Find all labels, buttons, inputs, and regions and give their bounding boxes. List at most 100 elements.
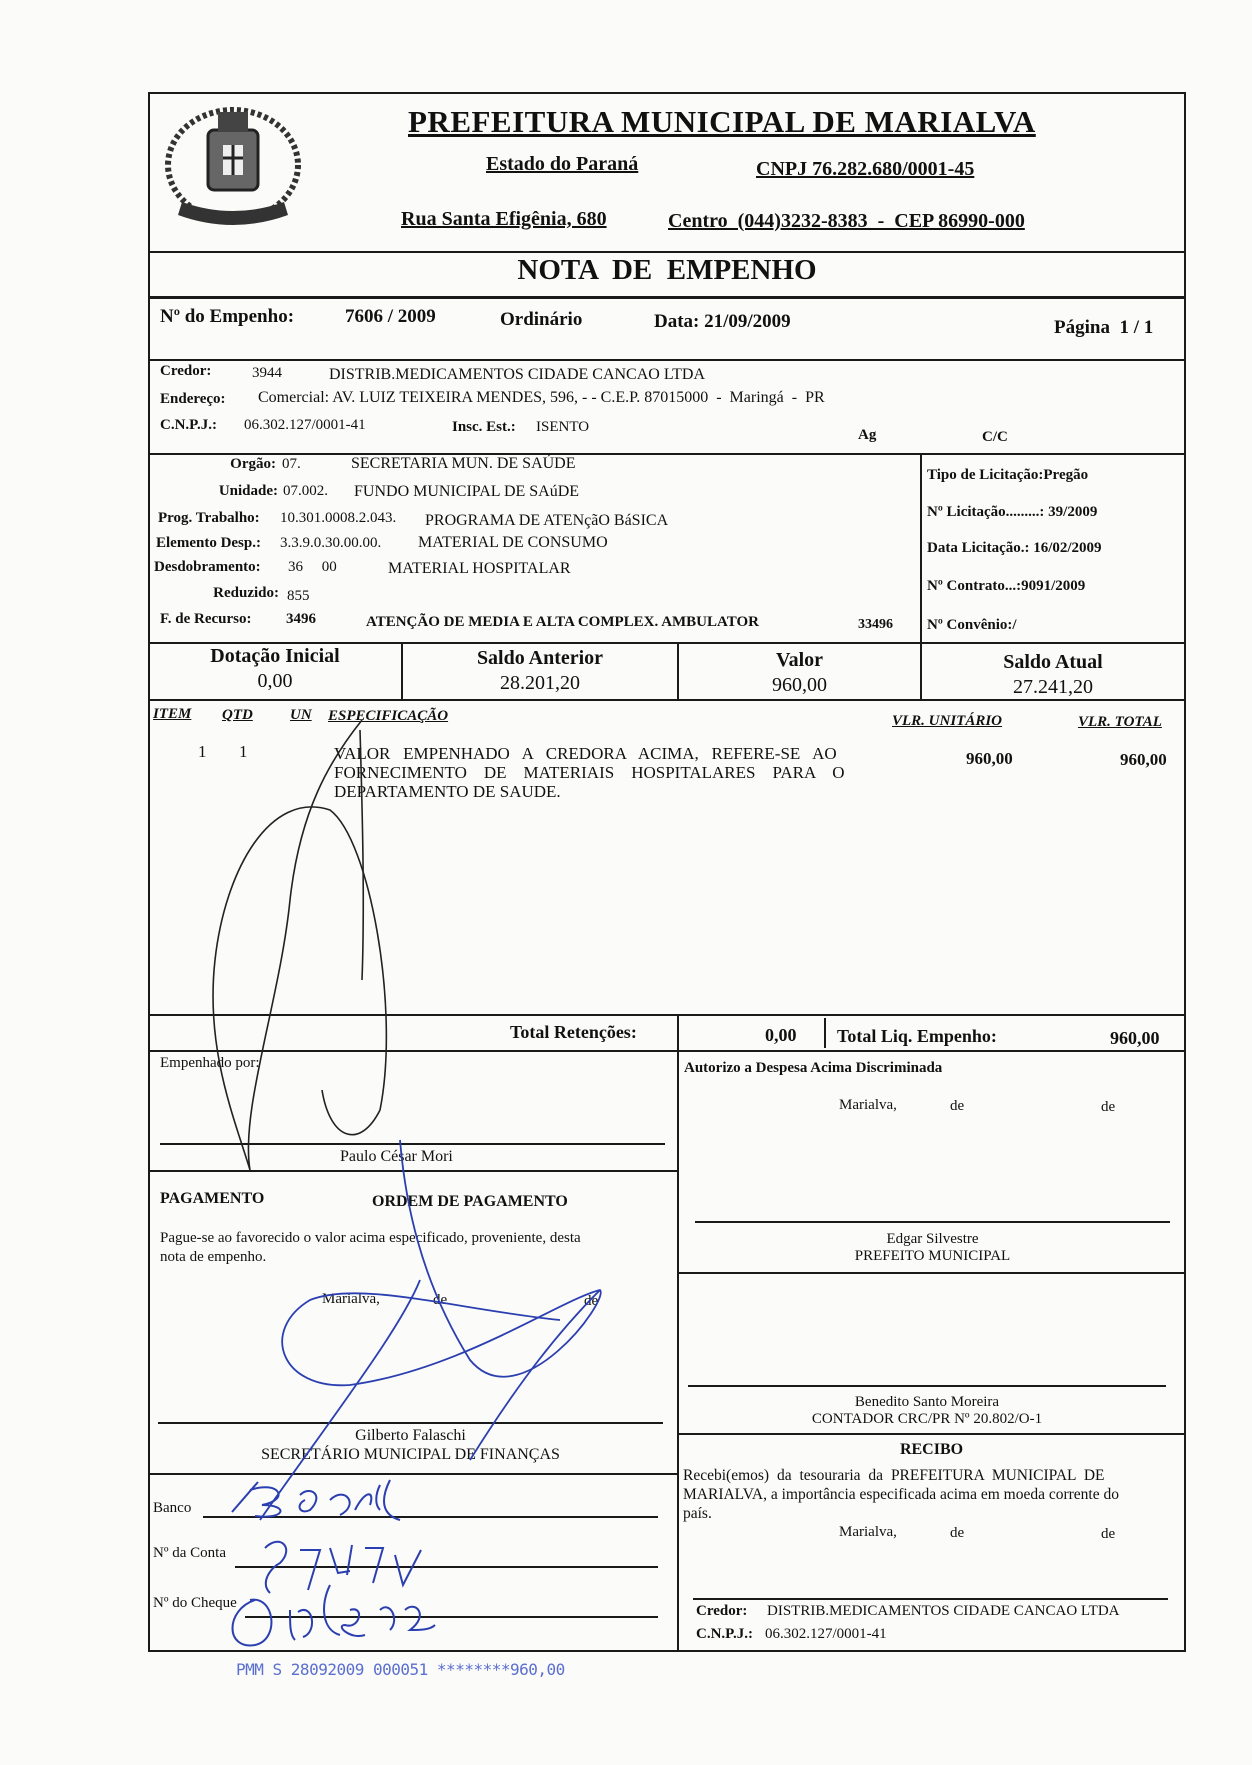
credor-cnpj: 06.302.127/0001-41 (244, 417, 366, 433)
valor-label: Valor (775, 649, 824, 671)
cc-label: C/C (982, 429, 1008, 445)
ag-label: Ag (858, 427, 877, 443)
municipal-crest-logo (158, 100, 308, 245)
item-qtd: 1 (239, 742, 248, 761)
elemento-desc: MATERIAL DE CONSUMO (418, 534, 608, 551)
un-col-header: UN (290, 707, 312, 723)
empenho-number-label: Nº do Empenho: (160, 306, 295, 327)
data-licitacao: Data Licitação.: 16/02/2009 (927, 540, 1102, 556)
saldo-anterior-label: Saldo Anterior (476, 647, 604, 669)
payment-stamp: PMM S 28092009 000051 ********960,00 (236, 1660, 565, 1679)
qtd-col-header: QTD (222, 707, 253, 723)
autorizo-city: Marialva, (839, 1097, 897, 1113)
unidade-code: 07.002. (283, 483, 328, 499)
contador-role: CONTADOR CRC/PR Nº 20.802/O-1 (811, 1411, 1043, 1427)
item-col-header: ITEM (153, 706, 192, 722)
empenhado-label: Empenhado por: (160, 1055, 260, 1071)
prog-trabalho-label: Prog. Trabalho: (158, 510, 260, 526)
insc-label: Insc. Est.: (452, 419, 516, 435)
prefeitura-contact: Centro (044)3232-8383 - CEP 86990-000 (668, 210, 1025, 232)
dotacao-inicial-label: Dotação Inicial (210, 645, 340, 667)
pagamento-label: PAGAMENTO (160, 1190, 265, 1207)
document-title: NOTA DE EMPENHO (517, 254, 817, 286)
retencoes-value: 0,00 (765, 1025, 797, 1045)
valor-value: 960,00 (772, 674, 827, 696)
recibo-text: MARIALVA, a importância especificada aci… (683, 1486, 1119, 1503)
empenho-number: 7606 / 2009 (345, 306, 436, 327)
tipo-licitacao: Tipo de Licitação:Pregão (927, 467, 1089, 483)
desdobramento-code: 36 00 (288, 559, 337, 575)
credor-name: DISTRIB.MEDICAMENTOS CIDADE CANCAO LTDA (329, 366, 706, 383)
recibo-cnpj-label: C.N.P.J.: (696, 1626, 753, 1642)
orgao-code: 07. (282, 456, 301, 472)
autorizo-signer: Edgar Silvestre (886, 1231, 979, 1247)
saldo-atual-value: 27.241,20 (1013, 676, 1093, 698)
elemento-label: Elemento Desp.: (156, 535, 261, 551)
credor-label: Credor: (160, 363, 212, 379)
insc-value: ISENTO (536, 419, 590, 435)
cheque-label: Nº do Cheque (153, 1595, 237, 1611)
recibo-credor: DISTRIB.MEDICAMENTOS CIDADE CANCAO LTDA (767, 1603, 1120, 1619)
item-spec-line: FORNECIMENTO DE MATERIAIS HOSPITALARES P… (334, 763, 845, 782)
autorizo-label: Autorizo a Despesa Acima Discriminada (684, 1060, 943, 1076)
pagamento-de: de (584, 1293, 599, 1309)
unit-value-col-header: VLR. UNITÁRIO (892, 713, 1003, 729)
recurso-extra: 33496 (858, 617, 893, 632)
saldo-atual-label: Saldo Atual (1003, 651, 1103, 673)
credor-code: 3944 (252, 365, 282, 381)
recibo-cnpj: 06.302.127/0001-41 (765, 1626, 887, 1642)
pagamento-text: Pague-se ao favorecido o valor acima esp… (160, 1230, 581, 1246)
recibo-title: RECIBO (899, 1441, 964, 1458)
pagamento-signer: Gilberto Falaschi (355, 1427, 466, 1444)
elemento-code: 3.3.9.0.30.00.00. (280, 535, 382, 551)
liq-empenho-value: 960,00 (1110, 1028, 1160, 1048)
recibo-text: país. (683, 1505, 712, 1522)
item-spec-line: VALOR EMPENHADO A CREDORA ACIMA, REFERE-… (334, 744, 837, 763)
empenho-date: Data: 21/09/2009 (654, 311, 791, 332)
contador-signer: Benedito Santo Moreira (854, 1394, 1000, 1410)
item-total-value: 960,00 (1120, 750, 1167, 769)
prefeitura-title: PREFEITURA MUNICIPAL DE MARIALVA (408, 104, 1036, 139)
recurso-label: F. de Recurso: (160, 611, 252, 627)
recibo-text: Recebi(emos) da tesouraria da PREFEITURA… (683, 1467, 1105, 1484)
recibo-de: de (950, 1525, 965, 1541)
retencoes-label: Total Retenções: (510, 1022, 637, 1042)
total-value-col-header: VLR. TOTAL (1078, 714, 1162, 730)
unidade-label: Unidade: (218, 483, 278, 499)
item-unit-value: 960,00 (966, 749, 1013, 768)
cnpj-label: C.N.P.J.: (160, 417, 217, 433)
pagamento-signature (259, 1139, 602, 1521)
desdobramento-desc: MATERIAL HOSPITALAR (388, 560, 571, 577)
page-number: Página 1 / 1 (1054, 317, 1154, 338)
empenhado-signer: Paulo César Mori (340, 1148, 453, 1165)
conta-label: Nº da Conta (153, 1545, 226, 1561)
recurso-code: 3496 (286, 611, 316, 627)
autorizo-signer-role: PREFEITO MUNICIPAL (854, 1248, 1011, 1264)
autorizo-de: de (1101, 1099, 1116, 1115)
reduzido-code: 855 (287, 588, 310, 604)
prefeitura-address: Rua Santa Efigênia, 680 (401, 208, 607, 230)
numero-convenio: Nº Convênio:/ (927, 617, 1017, 633)
ordem-pagamento-title: ORDEM DE PAGAMENTO (372, 1193, 568, 1210)
autorizo-de: de (950, 1098, 965, 1114)
prog-trabalho-desc: PROGRAMA DE ATENçãO BáSICA (425, 512, 669, 529)
recibo-city: Marialva, (839, 1524, 897, 1540)
reduzido-label: Reduzido: (213, 585, 279, 601)
recibo-de: de (1101, 1526, 1116, 1542)
banco-handwriting (231, 1479, 436, 1647)
prog-trabalho-code: 10.301.0008.2.043. (280, 510, 397, 526)
document-frame (148, 92, 1186, 1652)
credor-address: Comercial: AV. LUIZ TEIXEIRA MENDES, 596… (258, 389, 825, 406)
prefeitura-cnpj: CNPJ 76.282.680/0001-45 (756, 158, 975, 180)
orgao-desc: SECRETARIA MUN. DE SAÚDE (351, 455, 576, 472)
recurso-desc: ATENÇÃO DE MEDIA E ALTA COMPLEX. AMBULAT… (366, 614, 759, 630)
recibo-credor-label: Credor: (696, 1603, 748, 1619)
item-spec-line: DEPARTAMENTO DE SAUDE. (334, 782, 561, 801)
dotacao-inicial-value: 0,00 (257, 670, 293, 692)
banco-label: Banco (153, 1500, 192, 1516)
address-label: Endereço: (160, 391, 226, 407)
unidade-desc: FUNDO MUNICIPAL DE SAúDE (354, 483, 580, 500)
numero-licitacao: Nº Licitação.........: 39/2009 (927, 504, 1098, 520)
empenhado-signature (212, 719, 388, 1171)
